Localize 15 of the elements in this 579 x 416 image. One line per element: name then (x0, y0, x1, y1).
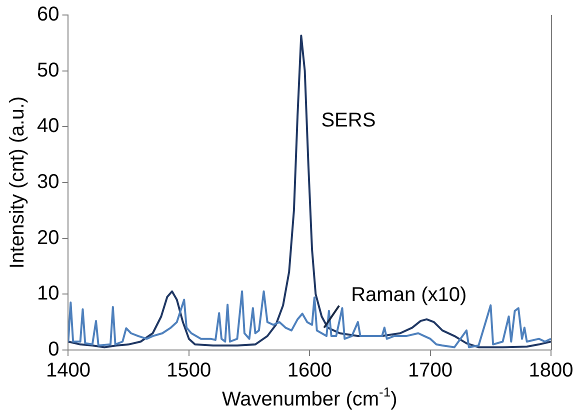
y-axis-title: Intensity (cnt) (a.u.) (6, 96, 29, 269)
y-tick-label: 0 (48, 338, 60, 361)
y-tick-label: 50 (36, 59, 60, 82)
y-tick-label: 10 (36, 282, 60, 305)
x-tick-label: 1700 (408, 360, 453, 382)
y-tick-label: 60 (36, 4, 60, 26)
annotation: SERS (321, 110, 376, 132)
y-tick-label: 20 (36, 226, 60, 249)
x-tick-label: 1500 (166, 360, 212, 382)
x-tick-label: 1800 (528, 360, 574, 382)
annotation: Raman (x10) (351, 284, 467, 306)
y-tick-label: 30 (36, 171, 60, 194)
x-tick-label: 1400 (46, 360, 90, 382)
x-tick-label: 1600 (287, 360, 332, 382)
y-tick-label: 40 (36, 115, 60, 138)
